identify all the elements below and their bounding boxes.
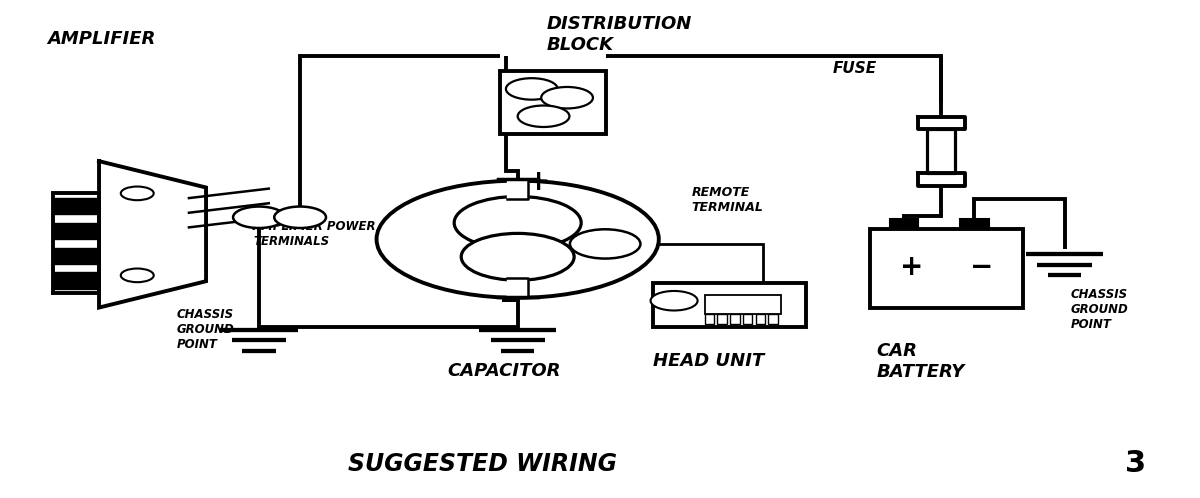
Polygon shape [53,193,100,293]
Polygon shape [508,179,528,199]
Text: +: + [527,168,551,196]
Circle shape [517,106,570,127]
Circle shape [650,291,697,310]
Polygon shape [100,161,206,308]
Bar [768,315,778,324]
Polygon shape [918,117,965,129]
Text: CAR
BATTERY: CAR BATTERY [876,342,965,380]
Polygon shape [918,173,965,186]
Polygon shape [508,278,528,297]
Text: CHASSIS
GROUND
POINT: CHASSIS GROUND POINT [1070,288,1128,331]
Text: SUGGESTED WIRING: SUGGESTED WIRING [348,452,617,476]
Circle shape [570,229,641,258]
Text: −: − [971,253,994,281]
Circle shape [461,234,574,280]
Bar [743,315,752,324]
Text: AMPLIFIER POWER
TERMINALS: AMPLIFIER POWER TERMINALS [253,220,377,248]
Circle shape [377,181,659,298]
Bar [756,315,766,324]
Circle shape [121,187,154,200]
Bar [653,283,806,327]
Bar [704,315,714,324]
Bar [704,295,781,314]
Bar [890,219,918,230]
Text: FUSE: FUSE [833,61,877,76]
Polygon shape [53,272,100,288]
Text: CAPACITOR: CAPACITOR [448,362,560,380]
Circle shape [506,78,558,100]
Polygon shape [926,129,955,173]
Circle shape [541,87,593,109]
Circle shape [275,207,326,228]
Text: AMPLIFIER: AMPLIFIER [47,30,156,48]
Polygon shape [53,198,100,214]
Circle shape [233,207,284,228]
Text: CHASSIS
GROUND
POINT: CHASSIS GROUND POINT [176,308,234,351]
Bar [960,219,989,230]
Circle shape [454,197,581,249]
Text: DISTRIBUTION
BLOCK: DISTRIBUTION BLOCK [547,15,692,54]
Bar [718,315,727,324]
Text: +: + [900,253,924,281]
Text: HEAD UNIT: HEAD UNIT [653,352,764,370]
Circle shape [121,268,154,282]
Text: −: − [499,287,522,315]
Bar [500,71,606,134]
Text: 3: 3 [1124,449,1146,478]
Polygon shape [53,223,100,239]
Text: REMOTE
TERMINAL: REMOTE TERMINAL [691,186,763,214]
Bar [730,315,739,324]
Polygon shape [53,248,100,263]
Bar [870,230,1024,308]
